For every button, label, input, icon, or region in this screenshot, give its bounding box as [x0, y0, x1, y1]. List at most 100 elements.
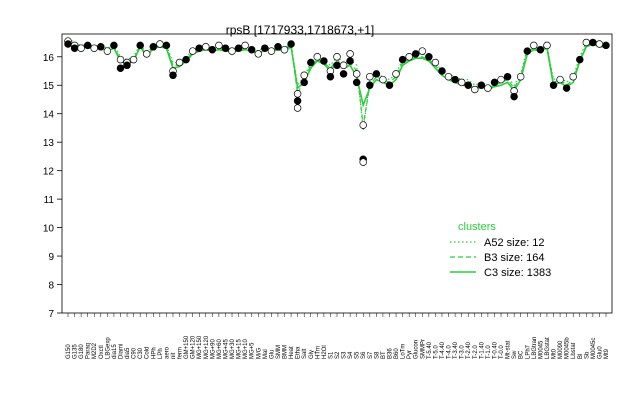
data-point: [523, 47, 532, 55]
data-point: [589, 38, 597, 47]
x-tick-label: T-1.0: [486, 345, 492, 359]
data-point: [300, 71, 308, 80]
data-point: [136, 41, 144, 50]
x-tick-label: aero: [164, 346, 170, 359]
y-tick-label: 12: [43, 167, 55, 178]
x-tick-label: Glucon: [414, 340, 420, 359]
data-point: [418, 47, 427, 55]
x-tick-label: G135: [73, 344, 79, 359]
data-point: [293, 104, 302, 112]
x-tick-label: LoTm: [401, 344, 407, 359]
x-tick-label: T-0.40: [492, 341, 498, 359]
x-tick-label: Mt0: [552, 348, 558, 359]
data-point: [536, 45, 545, 54]
data-point: [582, 38, 591, 47]
data-point: [162, 41, 171, 50]
x-tick-label: C30: [138, 347, 144, 359]
data-point: [307, 58, 315, 67]
x-tick-label: MG+90: [210, 338, 216, 359]
data-point: [431, 58, 440, 67]
legend-entry: A52 size: 12: [484, 237, 545, 249]
chart-title: rpsB [1717933,1718673,+1]: [226, 23, 374, 37]
data-point: [116, 55, 125, 64]
x-tick-label: Heat: [289, 346, 295, 359]
x-tick-label: Etha: [296, 346, 302, 359]
data-point: [261, 44, 269, 52]
data-point: [444, 72, 453, 81]
data-point: [129, 55, 138, 64]
data-point: [287, 40, 295, 48]
data-point: [471, 85, 479, 94]
x-tick-label: T-0.0: [499, 345, 505, 359]
data-point: [464, 81, 472, 89]
data-point: [97, 43, 105, 51]
data-point: [379, 75, 387, 84]
data-point: [490, 78, 499, 87]
data-point: [372, 70, 381, 78]
x-tick-label: S2: [335, 351, 341, 359]
x-tick-label: MG+10: [243, 338, 249, 359]
data-point: [208, 45, 217, 54]
x-tick-label: MG+45: [223, 338, 229, 359]
x-tick-label: ferm: [178, 347, 184, 359]
x-tick-label: Salt: [302, 348, 308, 359]
x-tick-label: Gly: [309, 350, 315, 359]
x-tick-label: SMM: [276, 345, 282, 359]
data-point: [241, 41, 249, 50]
data-point: [313, 53, 322, 61]
data-point: [293, 90, 302, 98]
y-tick-label: 14: [43, 110, 55, 121]
data-point: [123, 61, 131, 70]
x-tick-label: GM+120: [191, 335, 197, 359]
y-tick-label: 15: [43, 81, 55, 92]
data-point: [64, 40, 72, 48]
y-tick-label: 9: [48, 252, 54, 263]
data-point: [366, 72, 374, 81]
x-tick-label: MG+150: [197, 335, 203, 359]
data-point: [484, 84, 492, 92]
data-point: [595, 40, 604, 48]
data-point: [352, 70, 361, 78]
x-tick-label: LPh: [158, 348, 164, 359]
x-tick-label: G180: [79, 344, 85, 359]
y-tick-label: 13: [43, 138, 55, 149]
x-tick-label: GM+150: [184, 335, 190, 359]
data-point: [602, 41, 610, 50]
legend-entry: C3 size: 1383: [484, 267, 551, 279]
x-tick-label: Pyr: [407, 350, 413, 359]
data-point: [103, 47, 112, 55]
x-tick-label: S1: [328, 351, 334, 359]
x-tick-label: S8: [374, 351, 380, 359]
data-point: [411, 50, 420, 58]
x-tick-label: M0045: [538, 340, 544, 359]
data-point: [247, 45, 256, 54]
x-tick-label: Oxctl: [99, 345, 105, 359]
data-point: [156, 40, 164, 48]
x-tick-label: LBGstat: [545, 337, 551, 359]
x-tick-label: Paraq: [86, 343, 92, 359]
data-point: [451, 75, 459, 84]
x-tick-label: B36: [387, 348, 393, 359]
x-tick-label: SMMPr: [420, 339, 426, 359]
data-point: [110, 41, 118, 50]
data-point: [300, 78, 308, 87]
data-point: [188, 47, 197, 55]
data-point: [569, 72, 577, 81]
data-point: [516, 72, 525, 81]
data-point: [346, 57, 354, 65]
data-point: [142, 50, 151, 58]
x-tick-label: dia5: [125, 347, 131, 359]
data-point: [221, 44, 230, 52]
x-tick-label: G150: [66, 344, 72, 359]
x-tick-label: S5: [355, 351, 361, 359]
legend-title: clusters: [458, 221, 496, 233]
data-point: [398, 55, 407, 64]
x-tick-label: Bl: [578, 354, 584, 359]
x-tick-label: Diami: [118, 344, 124, 359]
x-tick-label: T-2.0: [473, 345, 479, 359]
x-tick-label: LBGexp: [105, 337, 111, 359]
data-point: [234, 44, 243, 52]
x-tick-label: T-1.40: [479, 341, 485, 359]
x-tick-label: T-2.40: [466, 341, 472, 359]
